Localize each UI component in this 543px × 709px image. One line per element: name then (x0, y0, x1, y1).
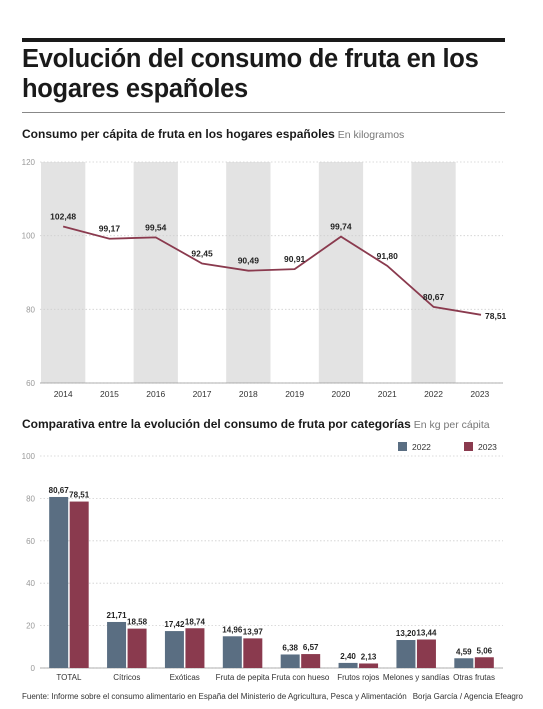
line-data-label: 90,91 (284, 254, 306, 264)
line-y-tick-label: 100 (22, 232, 36, 241)
year-band (226, 162, 271, 383)
line-x-tick-label: 2023 (470, 389, 489, 399)
line-x-tick-label: 2020 (331, 389, 350, 399)
legend-swatch-2023 (464, 442, 473, 451)
bar-data-label: 78,51 (69, 491, 90, 500)
line-x-tick-label: 2022 (424, 389, 443, 399)
bar-category-label: Frutos rojos (337, 673, 379, 682)
bar-y-tick-label: 100 (22, 452, 36, 461)
bar-data-label: 2,13 (361, 652, 377, 661)
line-chart-subtitle-text: Consumo per cápita de fruta en los hogar… (22, 127, 335, 141)
title-line-2: hogares españoles (22, 75, 248, 103)
line-data-label: 102,48 (50, 212, 76, 222)
bar-data-label: 2,40 (340, 652, 356, 661)
bar-y-tick-label: 60 (26, 537, 35, 546)
legend-label-2023: 2023 (478, 442, 497, 452)
bar-data-label: 5,06 (477, 646, 493, 655)
bar-2023 (127, 628, 147, 668)
bar-category-label: Exóticas (170, 673, 200, 682)
bar-chart-subtitle-text: Comparativa entre la evolución del consu… (22, 417, 411, 431)
line-series-path (62, 225, 482, 316)
line-x-tick-label: 2016 (146, 389, 165, 399)
bar-data-label: 13,97 (243, 627, 264, 636)
bar-2022 (396, 640, 416, 668)
line-data-label: 99,17 (99, 224, 121, 234)
bar-data-label: 80,67 (49, 486, 70, 495)
bar-y-tick-label: 0 (31, 664, 36, 673)
credit-note: Borja García / Agencia Efeagro (412, 692, 523, 701)
legend-swatch-2022 (398, 442, 407, 451)
bar-2023 (243, 638, 263, 668)
bar-category-label: Melones y sandías (383, 673, 450, 682)
line-chart-unit: En kilogramos (337, 129, 405, 141)
bar-data-label: 6,57 (303, 643, 319, 652)
bar-data-label: 17,42 (164, 620, 185, 629)
bar-2022 (107, 621, 127, 668)
bar-category-label: TOTAL (56, 673, 82, 682)
bar-data-label: 13,20 (396, 629, 417, 638)
line-x-tick-label: 2017 (193, 389, 212, 399)
line-x-tick-label: 2021 (378, 389, 397, 399)
line-data-label: 80,67 (423, 292, 445, 302)
bar-y-tick-label: 20 (26, 622, 35, 631)
bar-2022 (164, 631, 184, 668)
bar-2023 (301, 654, 321, 668)
bar-2022 (338, 662, 358, 668)
year-band (41, 162, 86, 383)
bar-chart-subtitle: Comparativa entre la evolución del consu… (22, 417, 490, 431)
bar-y-tick-label: 80 (26, 494, 35, 503)
bar-y-tick-label: 40 (26, 579, 35, 588)
page-title: Evolución del consumo de fruta en los ho… (22, 44, 512, 104)
bar-data-label: 6,38 (282, 643, 298, 652)
year-band (318, 162, 364, 383)
source-note: Fuente: Informe sobre el consumo aliment… (22, 692, 407, 701)
line-y-tick-label: 120 (22, 158, 36, 167)
line-data-label: 99,74 (330, 222, 352, 232)
bar-data-label: 13,44 (416, 629, 437, 638)
year-band (411, 162, 456, 383)
line-chart-subtitle: Consumo per cápita de fruta en los hogar… (22, 127, 404, 141)
bar-2022 (454, 658, 474, 668)
line-y-tick-label: 60 (26, 379, 35, 388)
bar-2023 (416, 639, 436, 668)
line-x-tick-label: 2014 (54, 389, 73, 399)
bar-category-label: Fruta de pepita (216, 673, 270, 682)
line-data-label: 92,45 (191, 248, 213, 258)
bar-chart-unit: En kg per cápita (413, 419, 490, 431)
bar-data-label: 4,59 (456, 647, 472, 656)
line-data-label: 99,54 (145, 222, 167, 232)
line-x-tick-label: 2019 (285, 389, 304, 399)
bar-data-label: 14,96 (222, 625, 243, 634)
line-y-tick-label: 80 (26, 305, 35, 314)
bar-2022 (280, 654, 300, 668)
bar-2023 (69, 501, 89, 668)
legend-label-2022: 2022 (412, 442, 431, 452)
bar-data-label: 21,71 (107, 611, 128, 620)
bar-2022 (222, 636, 242, 668)
bar-2023 (359, 663, 379, 668)
title-bottom-rule (22, 112, 505, 113)
bar-category-label: Fruta con hueso (272, 673, 330, 682)
bar-data-label: 18,74 (185, 617, 206, 626)
bar-2022 (49, 496, 69, 668)
line-data-label: 78,51 (485, 311, 507, 321)
line-data-label: 90,49 (238, 256, 260, 266)
line-data-label: 91,80 (377, 251, 399, 261)
line-x-tick-label: 2015 (100, 389, 119, 399)
line-x-tick-label: 2018 (239, 389, 258, 399)
year-band (133, 162, 178, 383)
bar-2023 (185, 628, 205, 668)
bar-category-label: Cítricos (113, 673, 140, 682)
bar-category-label: Otras frutas (453, 673, 495, 682)
title-line-1: Evolución del consumo de fruta en los (22, 45, 479, 73)
bar-data-label: 18,58 (127, 618, 148, 627)
bar-2023 (474, 657, 494, 668)
title-top-rule (22, 38, 505, 42)
